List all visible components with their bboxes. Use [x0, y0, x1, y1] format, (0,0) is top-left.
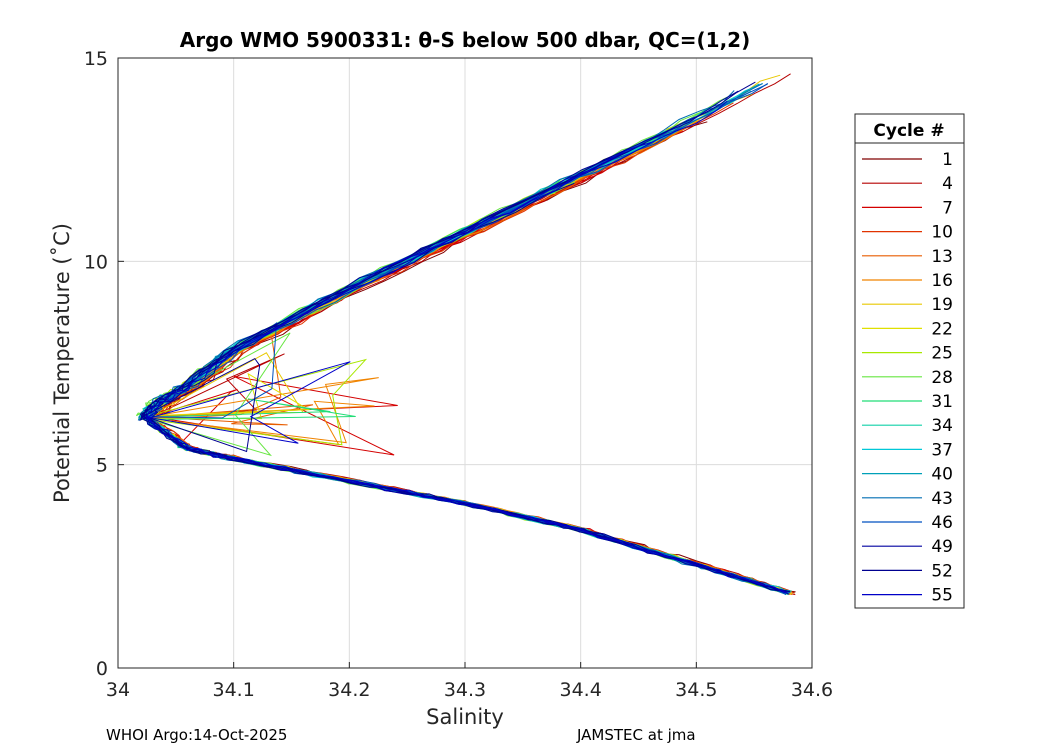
x-tick-label: 34: [106, 679, 130, 701]
cycle-profile-line: [146, 198, 791, 594]
y-tick-label: 0: [96, 658, 108, 680]
cycle-profile-line: [146, 100, 789, 594]
x-tick-label: 34.6: [791, 679, 833, 701]
cycle-profile-line: [152, 121, 796, 593]
legend-label: 34: [931, 416, 953, 436]
y-tick-label: 10: [84, 251, 108, 273]
legend-label: 7: [942, 198, 953, 218]
cycle-profile-line: [148, 132, 795, 594]
series-group: [135, 73, 796, 596]
legend-label: 37: [931, 440, 953, 460]
legend-label: 40: [931, 465, 953, 485]
legend-label: 1: [942, 150, 953, 170]
cycle-profile-line: [140, 150, 788, 594]
cycle-profile-line: [137, 90, 786, 595]
legend-label: 22: [931, 319, 953, 339]
x-tick-label: 34.3: [444, 679, 486, 701]
legend-label: 25: [931, 344, 953, 364]
x-tick-label: 34.5: [675, 679, 717, 701]
cycle-profile-line: [143, 130, 790, 592]
y-tick-label: 15: [84, 48, 108, 70]
legend-label: 43: [931, 489, 953, 509]
x-tick-label: 34.2: [328, 679, 370, 701]
cycle-profile-line: [148, 73, 796, 596]
cycle-profile-line: [142, 83, 791, 594]
legend: Cycle # 1 4 7 10 13 16 19 22 25 28 31 34 37 40 43 46 49 5…: [854, 113, 965, 609]
legend-label: 49: [931, 537, 953, 557]
legend-label: 31: [931, 392, 953, 412]
footer-right: JAMSTEC at jma: [577, 726, 696, 744]
legend-label: 28: [931, 368, 953, 388]
x-tick-label: 34.4: [560, 679, 602, 701]
cycle-profile-line: [144, 192, 793, 595]
cycle-profile-line: [146, 83, 791, 593]
legend-items: 1 4 7 10 13 16 19 22 25 28 31 34 37 40 43 46 49 52 55: [862, 150, 953, 606]
cycle-profile-line: [144, 82, 790, 593]
chart-title: Argo WMO 5900331: θ-S below 500 dbar, QC…: [180, 28, 750, 52]
y-tick-label: 5: [96, 455, 108, 477]
cycle-profile-line: [145, 122, 791, 594]
cycle-profile-line: [146, 141, 786, 594]
grid-lines: [118, 58, 812, 668]
cycle-profile-line: [146, 83, 787, 592]
cycle-profile-line: [142, 74, 792, 593]
cycle-profile-line: [147, 120, 792, 593]
legend-label: 16: [931, 271, 953, 291]
legend-label: 4: [942, 174, 953, 194]
cycle-profile-line: [144, 182, 790, 593]
legend-label: 52: [931, 561, 953, 581]
cycle-profile-line: [147, 130, 792, 595]
legend-label: 19: [931, 295, 953, 315]
legend-title: Cycle #: [873, 121, 944, 141]
legend-label: 55: [931, 586, 953, 606]
footer-left: WHOI Argo:14-Oct-2025: [106, 726, 288, 744]
cycle-profile-line: [145, 142, 786, 594]
cycle-profile-line: [141, 149, 787, 593]
x-tick-label: 34.1: [213, 679, 255, 701]
x-axis-label: Salinity: [426, 705, 504, 729]
cycle-profile-line: [143, 178, 792, 592]
y-axis-label: Potential Temperature (˚C): [50, 223, 74, 503]
legend-label: 10: [931, 223, 953, 243]
axis-ticks: 34 34.1 34.2 34.3 34.4 34.5 34.6 0 5 10 15: [84, 48, 833, 701]
cycle-profile-line: [146, 181, 789, 594]
cycle-profile-line: [144, 199, 787, 592]
legend-label: 46: [931, 513, 953, 533]
cycle-profile-line: [139, 81, 785, 593]
legend-label: 13: [931, 247, 953, 267]
legend-box: [854, 113, 965, 609]
